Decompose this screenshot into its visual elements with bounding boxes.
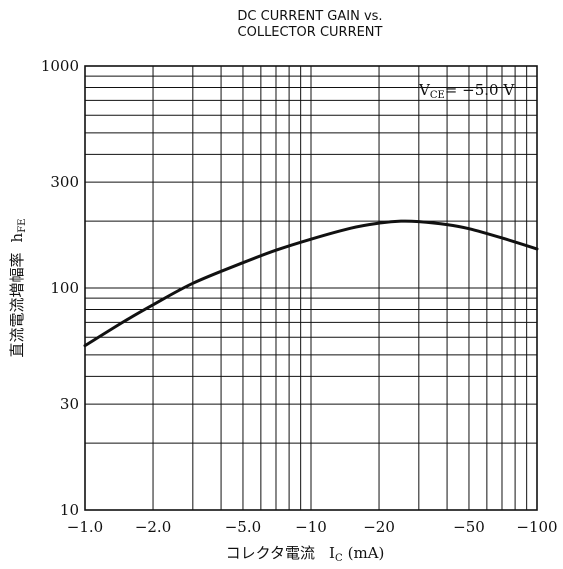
x-axis-label-symbol: I bbox=[329, 544, 335, 562]
y-tick-label: 10 bbox=[60, 501, 79, 519]
grid bbox=[85, 66, 537, 510]
x-axis-label-main: コレクタ電流 bbox=[226, 544, 315, 562]
x-tick-label: −20 bbox=[363, 518, 395, 536]
y-tick-label: 30 bbox=[60, 395, 79, 413]
y-axis-label-main: 直流電流増幅率 bbox=[8, 252, 26, 357]
y-tick-label: 300 bbox=[50, 173, 79, 191]
y-axis-label-subscript: FE bbox=[17, 219, 28, 233]
y-axis-label-symbol: h bbox=[8, 232, 26, 242]
x-tick-label: −1.0 bbox=[67, 518, 103, 536]
x-tick-label: −10 bbox=[295, 518, 327, 536]
annotation-sub: CE bbox=[430, 90, 445, 101]
y-axis-label: 直流電流増幅率 hFE bbox=[8, 219, 28, 358]
chart-title-line1: DC CURRENT GAIN vs. bbox=[237, 9, 382, 24]
x-tick-label: −100 bbox=[516, 518, 557, 536]
series-group bbox=[83, 219, 539, 348]
x-tick-label: −2.0 bbox=[135, 518, 171, 536]
chart-title-line2: COLLECTOR CURRENT bbox=[238, 25, 383, 40]
x-tick-label: −50 bbox=[453, 518, 485, 536]
plot-frame bbox=[84, 65, 538, 511]
x-tick-labels: −1.0 −2.0 −5.0 −10 −20 −50 −100 bbox=[67, 518, 558, 536]
y-tick-label: 1000 bbox=[41, 57, 79, 75]
x-axis-label: コレクタ電流 IC (mA) bbox=[226, 544, 385, 564]
annotation-prefix: V bbox=[418, 81, 431, 99]
y-tick-labels: 10 30 100 300 1000 bbox=[41, 57, 79, 519]
x-axis-label-subscript: C bbox=[335, 553, 343, 564]
x-tick-label: −5.0 bbox=[225, 518, 261, 536]
x-axis-label-unit: (mA) bbox=[348, 544, 385, 562]
y-tick-label: 100 bbox=[50, 279, 79, 297]
series-line bbox=[83, 219, 539, 348]
annotation: VCE= −5.0 V bbox=[418, 81, 515, 101]
annotation-value: = −5.0 V bbox=[445, 81, 516, 99]
